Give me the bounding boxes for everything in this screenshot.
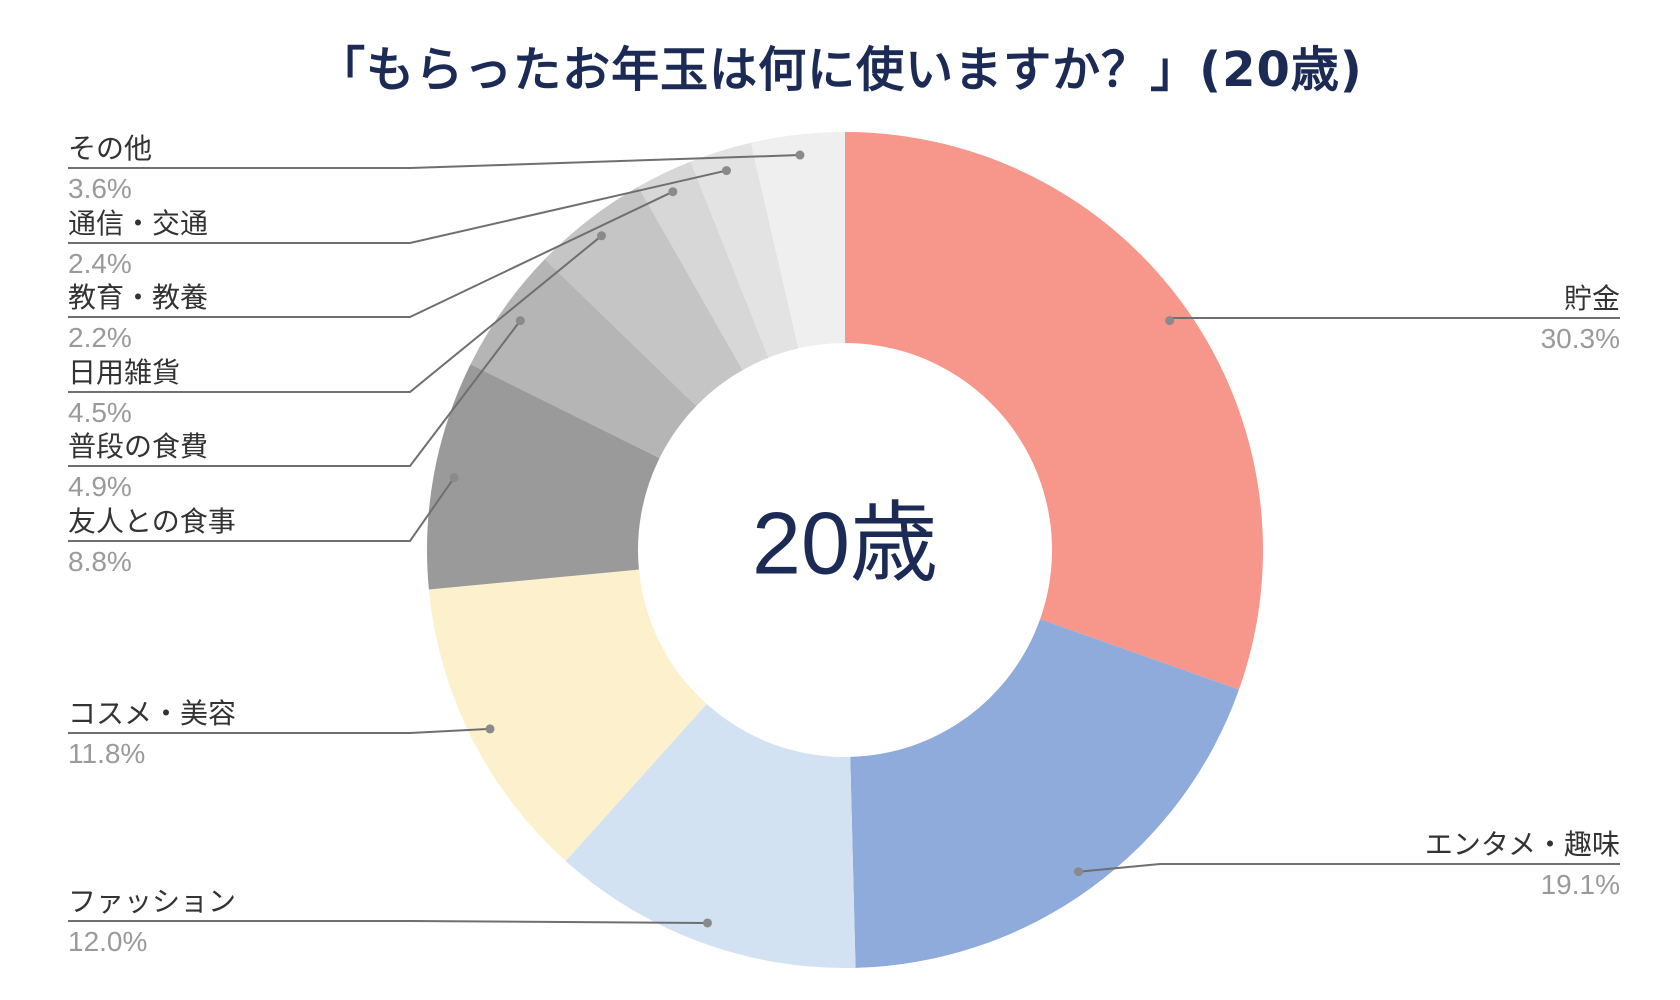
center-label: 20歳	[752, 493, 938, 592]
leader-line	[68, 477, 455, 542]
leader-line	[68, 154, 800, 169]
labels-layer: 貯金 30.3% エンタメ・趣味 19.1% ファッション 12.0% コスメ・美容 11.8…	[68, 132, 1620, 957]
slice-label: 通信・交通	[68, 207, 208, 240]
slice-value-label: 4.9%	[68, 471, 132, 502]
leader-dot	[449, 473, 459, 483]
leader-line	[68, 235, 603, 393]
leader-line	[68, 320, 522, 467]
leader-line	[1168, 317, 1620, 321]
leader-dot	[515, 316, 525, 326]
leader-dot	[597, 231, 607, 241]
slice-value-label: 11.8%	[68, 738, 145, 769]
slice-label: エンタメ・趣味	[1425, 828, 1620, 861]
slice-value-label: 8.8%	[68, 546, 132, 577]
leader-line	[68, 190, 674, 318]
slice-value-label: 4.5%	[68, 397, 132, 428]
donut-slice	[638, 161, 769, 371]
donut-slice	[427, 364, 660, 590]
slice-value-label: 3.6%	[68, 173, 132, 204]
donut-slice	[565, 704, 856, 969]
slice-value-label: 19.1%	[1541, 869, 1620, 900]
leader-dot	[721, 166, 731, 176]
leader-line	[68, 920, 708, 924]
leader-dot	[668, 187, 678, 197]
donut-slice	[750, 132, 845, 349]
leader-dot	[795, 150, 805, 160]
slice-label: 貯金	[1564, 282, 1620, 315]
leader-lines-layer	[68, 150, 1620, 928]
leader-line	[1078, 863, 1620, 873]
slice-value-label: 2.2%	[68, 322, 132, 353]
slice-label: その他	[68, 132, 152, 165]
slice-label: ファッション	[68, 885, 236, 918]
slice-label: 日用雑貨	[68, 356, 180, 389]
slice-value-label: 12.0%	[68, 926, 147, 957]
leader-line	[68, 169, 727, 244]
leader-dot	[485, 724, 495, 734]
donut-slice	[428, 569, 707, 861]
leader-dot	[1073, 867, 1083, 877]
slice-label: 教育・教養	[68, 281, 208, 314]
leader-line	[68, 727, 491, 734]
slice-value-label: 2.4%	[68, 248, 132, 279]
leader-dot	[702, 918, 712, 928]
donut-slice	[470, 259, 697, 459]
donut-slice	[845, 132, 1263, 690]
leader-dot	[1165, 316, 1175, 326]
slice-label: コスメ・美容	[68, 697, 236, 730]
chart-title: 「もらったお年玉は何に使いますか？」(20歳)	[317, 42, 1363, 98]
donut-slice	[690, 142, 799, 358]
slice-label: 普段の食費	[68, 430, 208, 463]
donut-slice	[850, 619, 1239, 968]
slice-label: 友人との食事	[68, 505, 236, 538]
slice-value-label: 30.3%	[1541, 323, 1620, 354]
